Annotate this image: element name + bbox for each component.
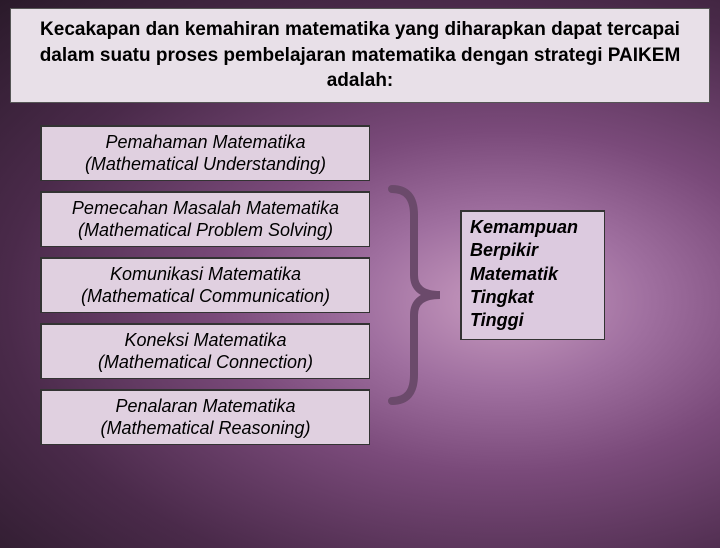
item-en: (Mathematical Connection): [48, 351, 363, 374]
item-en: (Mathematical Understanding): [48, 153, 363, 176]
content-area: Pemahaman Matematika (Mathematical Under…: [0, 125, 720, 445]
item-id: Komunikasi Matematika: [48, 263, 363, 286]
summary-line: Matematik: [470, 263, 598, 286]
item-id: Pemahaman Matematika: [48, 131, 363, 154]
left-column: Pemahaman Matematika (Mathematical Under…: [40, 125, 370, 445]
item-id: Pemecahan Masalah Matematika: [48, 197, 363, 220]
summary-line: Tinggi: [470, 309, 598, 332]
header-box: Kecakapan dan kemahiran matematika yang …: [10, 8, 710, 103]
header-text: Kecakapan dan kemahiran matematika yang …: [35, 17, 685, 94]
summary-line: Kemampuan: [470, 216, 598, 239]
item-box-3: Koneksi Matematika (Mathematical Connect…: [40, 323, 370, 379]
item-id: Penalaran Matematika: [48, 395, 363, 418]
item-en: (Mathematical Reasoning): [48, 417, 363, 440]
bracket-icon: [384, 185, 454, 405]
summary-line: Tingkat: [470, 286, 598, 309]
summary-line: Berpikir: [470, 239, 598, 262]
item-box-1: Pemecahan Masalah Matematika (Mathematic…: [40, 191, 370, 247]
item-en: (Mathematical Problem Solving): [48, 219, 363, 242]
item-box-4: Penalaran Matematika (Mathematical Reaso…: [40, 389, 370, 445]
summary-box: Kemampuan Berpikir Matematik Tingkat Tin…: [460, 210, 605, 340]
item-id: Koneksi Matematika: [48, 329, 363, 352]
item-en: (Mathematical Communication): [48, 285, 363, 308]
item-box-0: Pemahaman Matematika (Mathematical Under…: [40, 125, 370, 181]
item-box-2: Komunikasi Matematika (Mathematical Comm…: [40, 257, 370, 313]
